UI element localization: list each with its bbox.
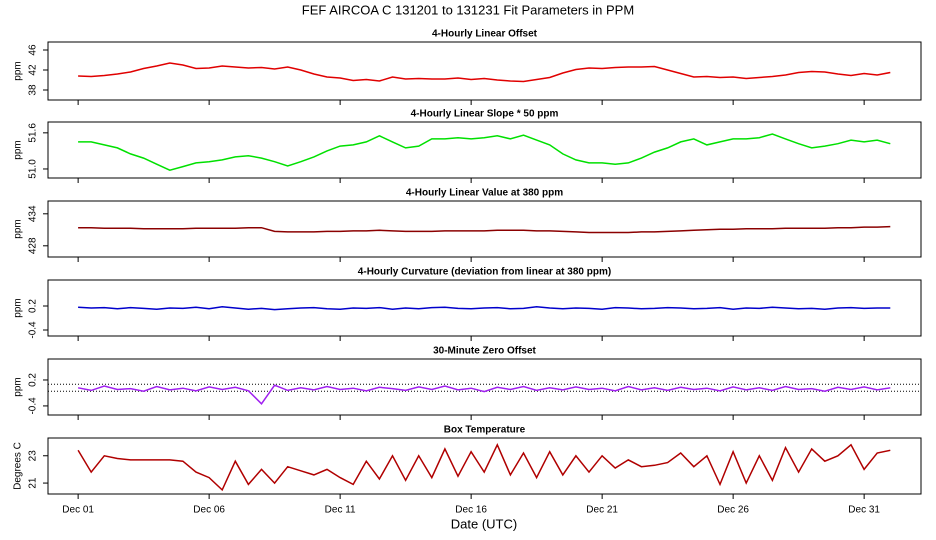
panel-title: 4-Hourly Curvature (deviation from linea… [358,267,611,278]
x-tick-label: Dec 11 [325,505,356,516]
x-tick-label: Dec 26 [717,505,749,516]
y-tick-label: 0.2 [28,373,39,387]
plot-frame [47,41,922,101]
data-line [77,384,891,405]
y-axis-label: ppm [13,219,24,238]
x-tick-label: Dec 31 [848,505,880,516]
panel-title: 4-Hourly Linear Offset [432,29,538,40]
y-tick-label: 21 [28,477,39,489]
y-tick-label: 38 [28,84,39,96]
data-line [78,225,891,234]
data-line [78,62,891,83]
y-tick-label: 51.6 [28,123,39,143]
y-tick-label: 23 [28,450,39,462]
panel-title: 4-Hourly Linear Value at 380 ppm [406,188,563,199]
plot-frame [47,200,922,258]
y-axis-label: ppm [13,298,24,317]
panel-title: 30-Minute Zero Offset [433,346,536,357]
x-tick-label: Dec 06 [193,505,225,516]
data-line [77,442,891,492]
plot-frame [47,437,922,495]
plot-frame [47,358,922,416]
y-tick-label: 42 [28,64,39,76]
page-title: FEF AIRCOA C 131201 to 131231 Fit Parame… [302,2,634,17]
data-line [78,133,891,171]
y-axis-label: ppm [13,61,24,80]
plot-frame [47,279,922,337]
y-tick-label: 434 [28,205,39,222]
y-tick-label: -0.4 [28,321,39,339]
y-axis-label: ppm [13,377,24,396]
panel-title: 4-Hourly Linear Slope * 50 ppm [411,109,559,120]
y-tick-label: 46 [28,44,39,56]
plot-frame [47,121,922,179]
data-line [78,306,891,311]
y-axis-label: Degrees C [13,442,24,490]
x-tick-label: Dec 01 [62,505,94,516]
x-tick-label: Dec 16 [455,505,487,516]
panel-title: Box Temperature [444,425,526,436]
x-tick-label: Dec 21 [586,505,618,516]
y-tick-label: 428 [28,237,39,254]
y-tick-label: -0.4 [28,397,39,415]
y-axis-label: ppm [13,140,24,159]
x-axis-label: Date (UTC) [451,516,517,531]
y-tick-label: 0.2 [28,299,39,313]
y-tick-label: 51.0 [28,159,39,179]
